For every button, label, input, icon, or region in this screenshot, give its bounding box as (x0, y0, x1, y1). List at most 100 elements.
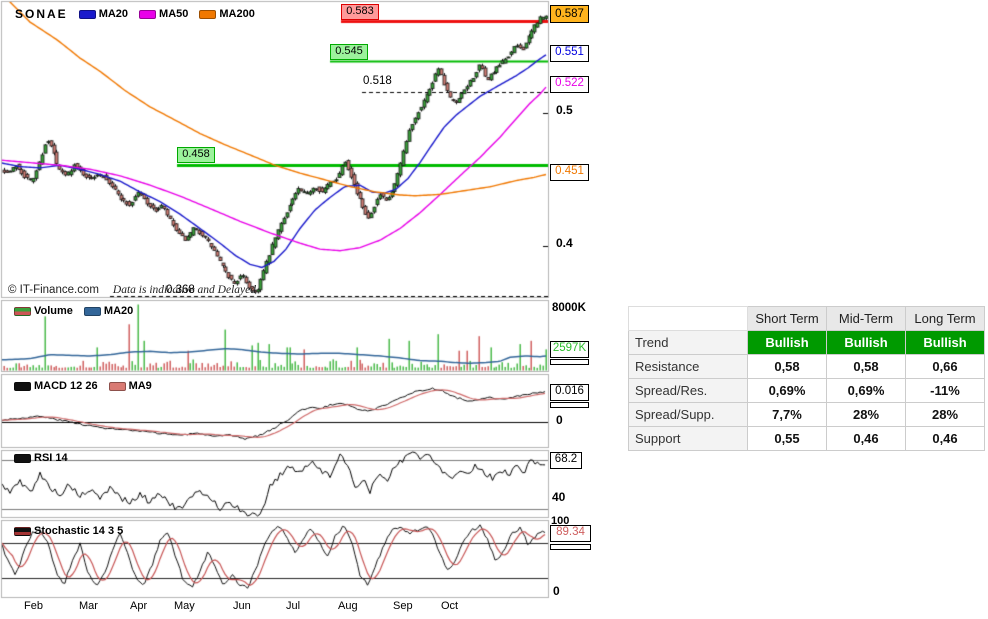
table-cell: 28% (826, 402, 906, 427)
support-level-tag-1: 0.545 (330, 44, 368, 60)
last-price-tag: 0.587 (550, 5, 589, 23)
volume-axis-max: 8000K (552, 302, 586, 314)
disclaimer-text: Data is indicative and Delayed (112, 284, 256, 296)
month-label-aug: Aug (338, 600, 358, 612)
month-label-oct: Oct (441, 600, 459, 612)
month-label-may: May (174, 600, 195, 612)
table-cell: Bullish (905, 330, 985, 355)
ma20-value-tag: 0.551 (550, 45, 589, 62)
table-row-trend: Trend Bullish Bullish Bullish (628, 330, 985, 355)
time-axis: Feb Mar Apr May Jun Jul Aug Sep Oct (0, 600, 590, 618)
month-label-jul: Jul (286, 600, 301, 612)
dashed-level-label: 0.518 (363, 75, 392, 87)
legend-item-volume-ma20: MA20 (83, 305, 134, 317)
legend-item-ma20: MA20 (78, 8, 129, 20)
volume-ma-tag-strip (550, 359, 589, 365)
legend-item-ma50: MA50 (139, 8, 188, 20)
stochastic-label: Stochastic 14 3 5 (34, 525, 124, 537)
volume-value-tag: 2597K (550, 341, 589, 358)
table-cell: 7,7% (747, 402, 827, 427)
legend-item-macd: MACD 12 26 (14, 380, 98, 392)
month-label-sep: Sep (393, 600, 413, 612)
stochastic-max-label: 100 (551, 515, 570, 527)
table-header-mid-term: Mid-Term (826, 306, 906, 331)
legend-item-ma200: MA200 (199, 8, 255, 20)
price-axis-tick-04: 0.4 (556, 236, 573, 250)
ma200-label: MA200 (219, 8, 255, 20)
table-cell: 0,46 (826, 426, 906, 451)
ma20-label: MA20 (98, 8, 129, 20)
ma50-swatch-icon (139, 9, 157, 19)
legend-item-stochastic: Stochastic 14 3 5 (14, 525, 123, 537)
rsi-value-tag: 68.2 (550, 452, 582, 469)
macd-label: MACD 12 26 (34, 380, 98, 392)
table-cell: 0,58 (747, 354, 827, 379)
price-legend: SONAE MA20 MA50 MA200 (15, 7, 255, 21)
macd-value-tag: 0.016 (550, 384, 589, 401)
table-cell: -11% (905, 378, 985, 403)
price-axis-tick-05: 0.5 (556, 103, 573, 117)
ma50-label: MA50 (159, 8, 189, 20)
table-corner-cell (628, 306, 748, 331)
table-cell: 0,66 (905, 354, 985, 379)
rsi-level-label: 40 (552, 490, 566, 504)
legend-item-ma9: MA9 (108, 380, 152, 392)
stochastic-swatch-icon (14, 526, 31, 536)
macd-legend: MACD 12 26 MA9 (14, 380, 152, 392)
stochastic-min-label: 0 (553, 584, 560, 598)
ma20-swatch-icon (78, 9, 96, 19)
symbol-label: SONAE (15, 7, 68, 21)
ma9-label: MA9 (128, 380, 152, 392)
table-cell: 0,58 (826, 354, 906, 379)
analysis-table-body: Trend Bullish Bullish Bullish Resistance 0,58… (628, 330, 985, 451)
stochastic-value-tag: 89.34 (550, 525, 591, 542)
floor-level-label: 0.368 (166, 284, 195, 296)
rsi-legend: RSI 14 (14, 452, 68, 464)
volume-label: Volume (34, 305, 73, 317)
row-label: Spread/Res. (628, 378, 748, 403)
copyright-text: © IT-Finance.com (8, 284, 99, 296)
ma9-swatch-icon (108, 381, 126, 391)
month-label-mar: Mar (79, 600, 98, 612)
analysis-table: Short Term Mid-Term Long Term Trend Bullish… (628, 306, 985, 451)
table-header-long-term: Long Term (905, 306, 985, 331)
month-label-jun: Jun (233, 600, 251, 612)
row-label: Trend (628, 330, 748, 355)
macd-signal-tag-strip (550, 402, 589, 408)
volume-swatch-icon (14, 306, 31, 316)
table-cell: 0,69% (826, 378, 906, 403)
volume-ma20-swatch-icon (83, 306, 101, 316)
macd-swatch-icon (14, 381, 31, 391)
rsi-swatch-icon (14, 453, 31, 463)
analysis-table-head: Short Term Mid-Term Long Term (628, 306, 985, 331)
row-label: Support (628, 426, 748, 451)
table-cell: 0,55 (747, 426, 827, 451)
stochastic-legend: Stochastic 14 3 5 (14, 525, 123, 537)
stochastic-signal-tag-strip (550, 544, 591, 550)
legend-item-rsi: RSI 14 (14, 452, 68, 464)
table-cell: Bullish (747, 330, 827, 355)
month-label-feb: Feb (24, 600, 43, 612)
copyright-note: © IT-Finance.com Data is indicative and D… (8, 284, 256, 296)
table-row-spread-res-: Spread/Res. 0,69% 0,69% -11% (628, 378, 985, 403)
ma50-value-tag: 0.522 (550, 76, 589, 93)
ma200-swatch-icon (199, 9, 217, 19)
month-label-apr: Apr (130, 600, 148, 612)
table-row-spread-supp-: Spread/Supp. 7,7% 28% 28% (628, 402, 985, 427)
ma200-value-tag: 0.451 (550, 164, 589, 181)
table-cell: 0,46 (905, 426, 985, 451)
row-label: Resistance (628, 354, 748, 379)
legend-item-volume: Volume (14, 305, 73, 317)
table-cell: 28% (905, 402, 985, 427)
support-level-tag-2: 0.458 (177, 147, 215, 163)
table-cell: Bullish (826, 330, 906, 355)
table-row-resistance: Resistance 0,58 0,58 0,66 (628, 354, 985, 379)
rsi-label: RSI 14 (34, 452, 68, 464)
table-header-short-term: Short Term (747, 306, 827, 331)
resistance-level-tag: 0.583 (341, 4, 379, 20)
macd-zero-label: 0 (556, 413, 563, 427)
table-cell: 0,69% (747, 378, 827, 403)
table-row-support: Support 0,55 0,46 0,46 (628, 426, 985, 451)
volume-ma20-label: MA20 (103, 305, 134, 317)
